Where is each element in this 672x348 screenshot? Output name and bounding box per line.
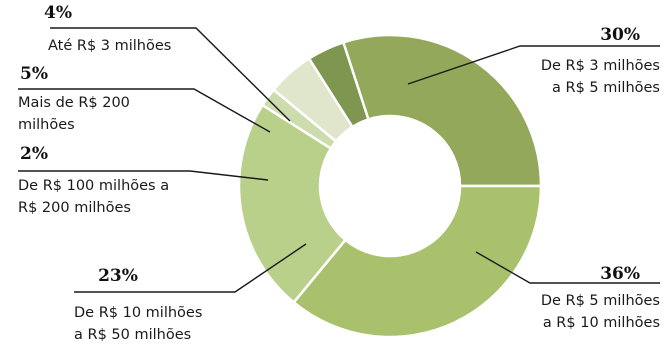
- percent-label: 5%: [20, 64, 48, 84]
- slice-de-r-3-milhoes-a-r-5-milhoes: [341, 33, 543, 188]
- percent-label: 23%: [98, 266, 138, 286]
- category-label: De R$ 100 milhões a: [18, 178, 169, 194]
- leader-line-ate-r-3-milhoes: [50, 27, 291, 122]
- category-label: Mais de R$ 200: [18, 95, 130, 111]
- leader-line-de-r-3-milhoes-a-r-5-milhoes: [407, 45, 660, 85]
- leader-line-de-r-100-milhoes-a-r-200-milhoes: [18, 170, 269, 181]
- leader-line-de-r-5-milhoes-a-r-10-milhoes: [475, 251, 660, 284]
- percent-label: 2%: [20, 144, 48, 164]
- leader-line-mais-de-r-200-milhoes: [18, 88, 271, 133]
- category-label: De R$ 5 milhões: [541, 293, 660, 309]
- category-label: De R$ 3 milhões: [541, 58, 660, 74]
- category-label: a R$ 5 milhões: [552, 80, 660, 96]
- percent-label: 30%: [600, 25, 640, 45]
- category-label: De R$ 10 milhões: [74, 305, 202, 321]
- donut-slices: [237, 33, 543, 339]
- slice-ate-r-3-milhoes: [307, 40, 370, 129]
- slice-de-r-5-milhoes-a-r-10-milhoes: [291, 184, 543, 339]
- slice-de-r-10-milhoes-a-r-50-milhoes: [237, 103, 348, 305]
- category-label: a R$ 10 milhões: [543, 315, 660, 331]
- category-label: a R$ 50 milhões: [74, 327, 191, 343]
- category-label: Até R$ 3 milhões: [48, 38, 171, 54]
- leader-lines: [18, 27, 660, 293]
- leader-line-de-r-10-milhoes-a-r-50-milhoes: [74, 243, 307, 293]
- percent-label: 36%: [600, 264, 640, 284]
- percent-label: 4%: [44, 3, 72, 23]
- category-label: R$ 200 milhões: [18, 200, 131, 216]
- slice-labels: 30% De R$ 3 milhões a R$ 5 milhões 36% De R$…: [18, 3, 660, 343]
- category-label: milhões: [18, 117, 75, 133]
